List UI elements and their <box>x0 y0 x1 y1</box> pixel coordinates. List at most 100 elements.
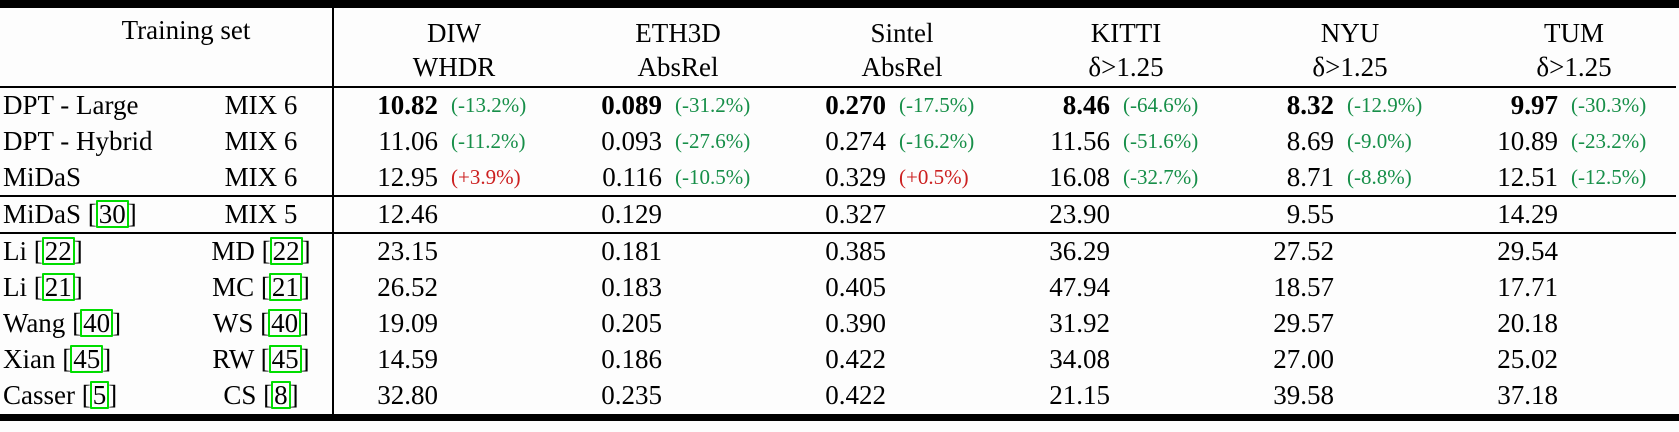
relative-improvement: (-16.2%) <box>899 129 975 153</box>
dataset-name: NYU <box>1320 18 1380 48</box>
metric-cell-diw: 10.82 (-13.2%) <box>332 88 556 124</box>
table-body: DPT - Large MIX 6 10.82 (-13.2%) 0.089 (-31.2… <box>0 88 1676 417</box>
dataset-name: DIW <box>427 18 481 48</box>
metric-cell-nyu: 8.32 (-12.9%) <box>1228 88 1452 124</box>
relative-improvement: (-30.3%) <box>1571 93 1647 117</box>
metric-cell-diw: 26.52 <box>332 270 556 306</box>
metric-value: 10.82 <box>377 90 438 120</box>
metric-value: 0.390 <box>825 308 886 338</box>
metric-value: 19.09 <box>377 308 438 338</box>
citation-link[interactable]: 40 <box>268 309 302 337</box>
metric-cell-kitti: 11.56 (-51.6%) <box>1004 124 1228 160</box>
metric-cell-nyu: 27.52 <box>1228 234 1452 270</box>
table-row-midas-30: MiDaS [30] MIX 5 12.46 0.129 0.327 23.90 9.55 1… <box>0 197 1676 234</box>
metric-cell-nyu: 29.57 <box>1228 306 1452 342</box>
citation-link[interactable]: 22 <box>269 237 303 265</box>
metric-cell-kitti: 31.92 <box>1004 306 1228 342</box>
metric-cell-eth3d: 0.116 (-10.5%) <box>556 160 780 195</box>
metric-name: WHDR <box>412 52 496 82</box>
metric-value: 31.92 <box>1049 308 1110 338</box>
relative-improvement: (-23.2%) <box>1571 129 1647 153</box>
metric-value: 0.205 <box>601 308 662 338</box>
metric-cell-tum: 17.71 <box>1452 270 1676 306</box>
metric-value: 0.183 <box>601 272 662 302</box>
metric-value: 8.32 <box>1286 90 1334 120</box>
top-rule <box>0 0 1679 8</box>
metric-value: 0.422 <box>825 344 886 374</box>
metric-cell-nyu: 39.58 <box>1228 378 1452 417</box>
relative-improvement: (-32.7%) <box>1123 165 1199 189</box>
citation-link[interactable]: 21 <box>268 273 302 301</box>
metric-value: 37.18 <box>1497 380 1558 410</box>
metric-cell-eth3d: 0.186 <box>556 342 780 378</box>
metric-cell-diw: 12.46 <box>332 197 556 232</box>
method-cell: MiDaS <box>3 162 82 192</box>
metric-value: 0.089 <box>601 90 662 120</box>
citation-link[interactable]: 5 <box>89 381 110 409</box>
metric-cell-tum: 9.97 (-30.3%) <box>1452 88 1676 124</box>
method-cell: Xian [45] <box>3 344 112 374</box>
metric-cell-diw: 11.06 (-11.2%) <box>332 124 556 160</box>
citation-link[interactable]: 21 <box>41 273 75 301</box>
metric-cell-sintel: 0.274 (-16.2%) <box>780 124 1004 160</box>
metric-value: 10.89 <box>1497 126 1558 156</box>
metric-cell-tum: 37.18 <box>1452 378 1676 417</box>
metric-value: 8.46 <box>1062 90 1110 120</box>
method-cell: Wang [40] <box>3 308 122 338</box>
citation-link[interactable]: 45 <box>268 345 302 373</box>
column-header-kitti: KITTI δ>1.25 <box>1004 8 1228 86</box>
column-header-nyu: NYU δ>1.25 <box>1228 8 1452 86</box>
metric-cell-kitti: 23.90 <box>1004 197 1228 232</box>
training-set-cell: MIX 6 <box>224 126 298 156</box>
bottom-rule <box>0 414 1679 421</box>
table-row-casser-5: Casser [5] CS [8] 32.80 0.235 0.422 21.15 39.5… <box>0 378 1676 417</box>
citation-link[interactable]: 40 <box>80 309 114 337</box>
citation-link[interactable]: 45 <box>70 345 104 373</box>
relative-improvement: (-64.6%) <box>1123 93 1199 117</box>
citation-link[interactable]: 22 <box>41 237 75 265</box>
metric-cell-eth3d: 0.205 <box>556 306 780 342</box>
vertical-divider <box>332 8 334 414</box>
metric-cell-diw: 23.15 <box>332 234 556 270</box>
metric-value: 32.80 <box>377 380 438 410</box>
metric-value: 14.29 <box>1497 199 1558 229</box>
metric-value: 12.95 <box>377 162 438 192</box>
metric-cell-sintel: 0.329 (+0.5%) <box>780 160 1004 195</box>
citation-link[interactable]: 30 <box>95 200 129 228</box>
metric-value: 39.58 <box>1273 380 1334 410</box>
relative-improvement: (-9.0%) <box>1347 129 1412 153</box>
training-set-cell: CS [8] <box>223 380 299 410</box>
table-row-li-22: Li [22] MD [22] 23.15 0.181 0.385 36.29 27.52 2… <box>0 234 1676 270</box>
metric-cell-nyu: 27.00 <box>1228 342 1452 378</box>
table-row-dpt-large: DPT - Large MIX 6 10.82 (-13.2%) 0.089 (-31.2… <box>0 88 1676 124</box>
method-cell: Li [21] <box>3 272 83 302</box>
dataset-name: KITTI <box>1090 18 1162 48</box>
metric-cell-diw: 14.59 <box>332 342 556 378</box>
dataset-name: TUM <box>1544 18 1604 48</box>
metric-value: 16.08 <box>1049 162 1110 192</box>
method-cell: Casser [5] <box>3 380 118 410</box>
method-cell: Li [22] <box>3 236 83 266</box>
metric-cell-diw: 12.95 (+3.9%) <box>332 160 556 195</box>
metric-value: 29.54 <box>1497 236 1558 266</box>
metric-cell-nyu: 18.57 <box>1228 270 1452 306</box>
metric-value: 0.422 <box>825 380 886 410</box>
metric-value: 0.270 <box>825 90 886 120</box>
metric-value: 8.71 <box>1286 162 1334 192</box>
metric-value: 27.00 <box>1273 344 1334 374</box>
citation-link[interactable]: 8 <box>271 381 291 409</box>
table-header: Training set DIW WHDR ETH3D AbsRel Sintel Abs… <box>0 8 1676 88</box>
metric-value: 0.181 <box>601 236 662 266</box>
training-set-cell: MIX 6 <box>224 90 298 120</box>
metric-name: AbsRel <box>861 52 943 82</box>
metric-value: 12.51 <box>1497 162 1558 192</box>
relative-improvement: (-10.5%) <box>675 165 751 189</box>
metric-value: 0.274 <box>825 126 886 156</box>
metric-value: 34.08 <box>1049 344 1110 374</box>
relative-improvement: (-12.5%) <box>1571 165 1647 189</box>
metric-cell-kitti: 8.46 (-64.6%) <box>1004 88 1228 124</box>
method-cell: MiDaS [30] <box>3 199 137 229</box>
relative-improvement: (-13.2%) <box>451 93 527 117</box>
metric-cell-sintel: 0.385 <box>780 234 1004 270</box>
